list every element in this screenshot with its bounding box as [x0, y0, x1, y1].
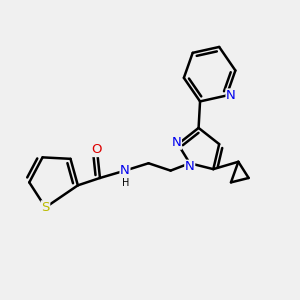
Text: H: H [122, 178, 129, 188]
Text: O: O [92, 143, 102, 157]
Text: N: N [172, 136, 182, 149]
Text: S: S [41, 201, 50, 214]
Text: N: N [185, 160, 195, 173]
Text: N: N [120, 164, 130, 177]
Text: N: N [226, 89, 236, 102]
